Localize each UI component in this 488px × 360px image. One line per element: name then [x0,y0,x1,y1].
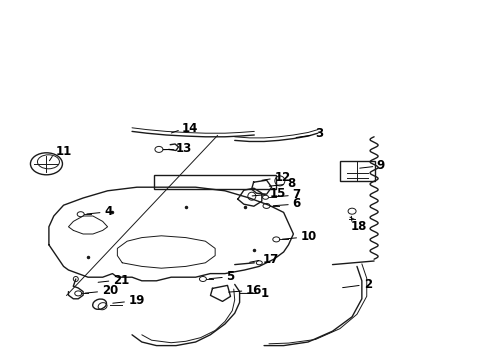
Text: 19: 19 [128,294,144,307]
Text: 16: 16 [245,284,262,297]
Text: 13: 13 [176,142,192,155]
Text: 6: 6 [292,197,300,210]
Text: 8: 8 [287,177,295,190]
Text: 3: 3 [315,127,323,140]
Text: 10: 10 [300,230,316,243]
Text: 12: 12 [274,171,290,184]
Text: 2: 2 [364,278,372,291]
Text: 18: 18 [350,220,366,233]
Text: 21: 21 [113,274,129,287]
Text: 20: 20 [102,284,118,297]
Text: 15: 15 [269,187,285,200]
Text: 9: 9 [376,159,384,172]
Text: 17: 17 [263,253,279,266]
Text: 5: 5 [226,270,234,283]
Text: 11: 11 [55,145,71,158]
Text: 1: 1 [260,287,268,300]
Text: 14: 14 [182,122,198,135]
Text: 7: 7 [292,188,300,201]
Text: 4: 4 [104,205,112,218]
